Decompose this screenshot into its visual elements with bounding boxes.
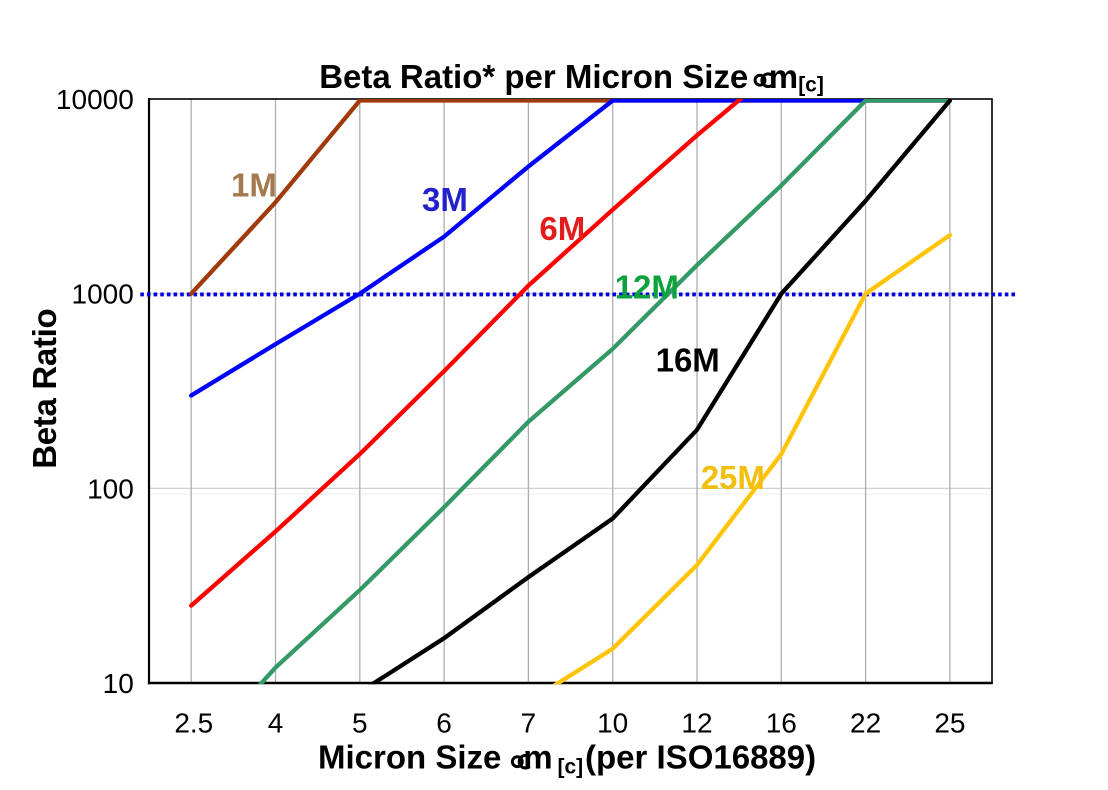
svg-text:m: m: [523, 739, 552, 776]
svg-text:[c]: [c]: [558, 756, 584, 779]
svg-text:25: 25: [934, 707, 965, 738]
svg-text:16M: 16M: [656, 342, 720, 379]
svg-text:7: 7: [521, 707, 537, 738]
svg-text:5: 5: [352, 707, 368, 738]
svg-text:6: 6: [436, 707, 452, 738]
svg-text:1000: 1000: [72, 279, 134, 310]
svg-text:Micron Size: Micron Size: [318, 739, 501, 776]
svg-text:1M: 1M: [231, 166, 277, 203]
svg-text:22: 22: [850, 707, 881, 738]
svg-text:12: 12: [681, 707, 712, 738]
svg-text:25M: 25M: [701, 459, 765, 496]
svg-text:10: 10: [597, 707, 628, 738]
svg-text:10000: 10000: [56, 84, 134, 115]
svg-text:100: 100: [87, 473, 134, 504]
svg-text:3M: 3M: [422, 181, 468, 218]
svg-text:12M: 12M: [615, 268, 679, 305]
svg-text:10: 10: [103, 668, 134, 699]
svg-text:4: 4: [268, 707, 284, 738]
svg-text:Beta Ratio: Beta Ratio: [26, 309, 63, 469]
svg-text:16: 16: [766, 707, 797, 738]
svg-text:6M: 6M: [539, 210, 585, 247]
svg-text:2.5: 2.5: [174, 707, 213, 738]
svg-text:m: m: [769, 58, 798, 95]
svg-text:Beta Ratio* per Micron Size: Beta Ratio* per Micron Size: [319, 58, 748, 95]
svg-text:[c]: [c]: [798, 74, 824, 97]
svg-text:(per ISO16889): (per ISO16889): [585, 739, 816, 776]
